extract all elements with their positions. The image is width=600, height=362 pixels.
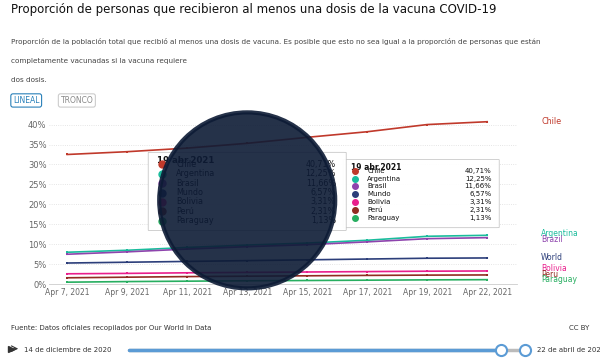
Text: dos dosis.: dos dosis. xyxy=(11,77,47,83)
Text: 40,71%: 40,71% xyxy=(464,168,491,174)
Text: Brazil: Brazil xyxy=(541,235,563,244)
Text: 19 abr.2021: 19 abr.2021 xyxy=(351,163,401,172)
Text: 3,31%: 3,31% xyxy=(469,199,491,205)
Text: 12,25%: 12,25% xyxy=(465,176,491,182)
Text: Fuente: Datos oficiales recopilados por Our World in Data: Fuente: Datos oficiales recopilados por … xyxy=(11,325,211,331)
Text: 3,31%: 3,31% xyxy=(311,198,336,206)
Text: 40,71%: 40,71% xyxy=(306,160,336,169)
Text: Perú: Perú xyxy=(176,207,194,216)
Text: 6,57%: 6,57% xyxy=(311,188,336,197)
Text: LINEAL: LINEAL xyxy=(13,96,40,105)
Text: 2,31%: 2,31% xyxy=(311,207,336,216)
FancyBboxPatch shape xyxy=(343,160,499,228)
Text: World: World xyxy=(541,253,563,262)
Text: Our World
in Data: Our World in Data xyxy=(538,30,578,43)
Text: Peru: Peru xyxy=(541,270,559,279)
Text: Proporción de la población total que recibió al menos una dosis de vacuna. Es po: Proporción de la población total que rec… xyxy=(11,38,540,45)
Text: Mundo: Mundo xyxy=(176,188,203,197)
Text: Proporción de personas que recibieron al menos una dosis de la vacuna COVID-19: Proporción de personas que recibieron al… xyxy=(11,3,496,16)
Text: 1,13%: 1,13% xyxy=(469,215,491,220)
Text: 11,66%: 11,66% xyxy=(464,184,491,189)
Text: 11,66%: 11,66% xyxy=(306,179,336,188)
Text: 2,31%: 2,31% xyxy=(469,207,491,213)
Text: TRONCO: TRONCO xyxy=(61,96,93,105)
Text: Chile: Chile xyxy=(176,160,197,169)
Text: 12,25%: 12,25% xyxy=(305,169,336,178)
Text: Paraguay: Paraguay xyxy=(367,215,400,220)
Text: Brasil: Brasil xyxy=(176,179,199,188)
Text: Perú: Perú xyxy=(367,207,383,213)
Text: CC BY: CC BY xyxy=(569,325,589,331)
FancyBboxPatch shape xyxy=(148,152,346,231)
Text: Mundo: Mundo xyxy=(367,191,391,197)
Text: Bolivia: Bolivia xyxy=(176,198,203,206)
Text: Argentina: Argentina xyxy=(541,230,579,239)
Text: 22 de abril de 2021: 22 de abril de 2021 xyxy=(537,346,600,353)
Text: 1,13%: 1,13% xyxy=(311,216,336,225)
Text: completamente vacunadas si la vacuna requiere: completamente vacunadas si la vacuna req… xyxy=(11,58,187,64)
Text: Brasil: Brasil xyxy=(367,184,387,189)
Text: Argentina: Argentina xyxy=(367,176,401,182)
Text: Chile: Chile xyxy=(367,168,385,174)
Text: 19 abr.2021: 19 abr.2021 xyxy=(157,156,215,165)
Text: Argentina: Argentina xyxy=(176,169,215,178)
Text: Bolivia: Bolivia xyxy=(541,264,567,273)
Text: 14 de diciembre de 2020: 14 de diciembre de 2020 xyxy=(24,346,112,353)
Text: Bolivia: Bolivia xyxy=(367,199,391,205)
Text: Paraguay: Paraguay xyxy=(176,216,214,225)
Text: Chile: Chile xyxy=(541,117,562,126)
Text: Paraguay: Paraguay xyxy=(541,275,577,284)
Text: 6,57%: 6,57% xyxy=(469,191,491,197)
